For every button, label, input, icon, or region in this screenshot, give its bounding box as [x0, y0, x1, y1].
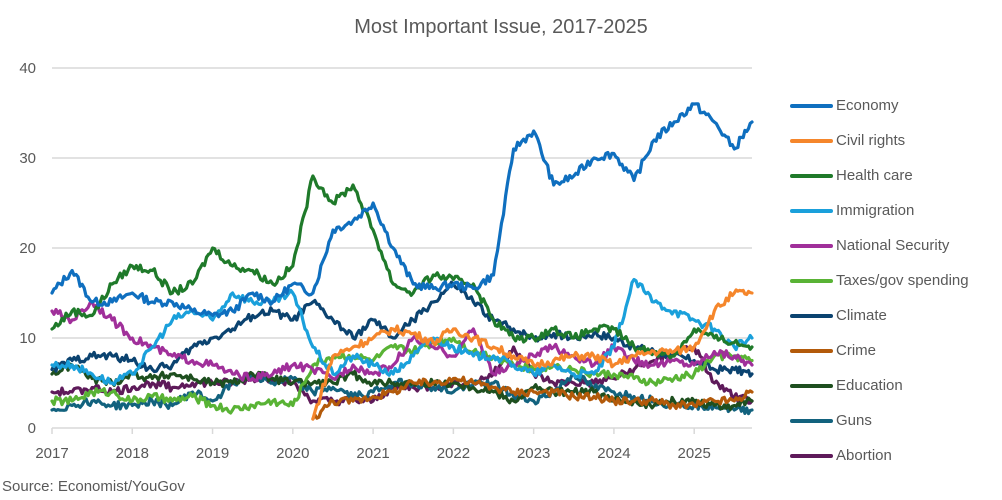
legend-item: National Security: [790, 228, 969, 263]
series-line-national-security: [50, 300, 754, 383]
legend-item: Economy: [790, 88, 969, 123]
y-tick-label: 20: [19, 240, 36, 257]
legend-swatch: [790, 418, 833, 423]
series-line-civil-rights: [311, 288, 754, 421]
legend-label: Crime: [836, 342, 876, 359]
legend-swatch: [790, 278, 833, 283]
series-line-education: [50, 362, 754, 412]
x-tick-label: 2024: [597, 445, 630, 462]
series-line-taxes-gov-spending: [50, 336, 754, 415]
legend-label: Economy: [836, 97, 899, 114]
legend-item: Civil rights: [790, 123, 969, 158]
series-line-immigration: [50, 277, 754, 386]
legend-swatch: [790, 208, 833, 213]
legend-swatch: [790, 243, 833, 248]
y-axis-ticks: 0 10 20 30 40: [19, 60, 36, 437]
source-note: Source: Economist/YouGov: [2, 478, 185, 495]
legend-label: Immigration: [836, 202, 915, 219]
x-axis-ticks: 2017 2018 2019 2020 2021 2022 2023 2024 2025: [35, 428, 711, 462]
legend-swatch: [790, 138, 833, 143]
legend-item: Immigration: [790, 193, 969, 228]
legend-label: Taxes/gov spending: [836, 272, 969, 289]
x-tick-label: 2023: [517, 445, 550, 462]
y-tick-label: 10: [19, 330, 36, 347]
x-tick-label: 2021: [356, 445, 389, 462]
legend-item: Crime: [790, 333, 969, 368]
y-tick-label: 0: [28, 420, 36, 437]
legend-label: Civil rights: [836, 132, 906, 149]
legend-label: National Security: [836, 237, 950, 254]
chart-title: Most Important Issue, 2017-2025: [354, 16, 648, 38]
y-tick-label: 40: [19, 60, 36, 77]
legend-label: Health care: [836, 167, 913, 184]
series-lines: [50, 102, 754, 421]
series-line-health-care: [50, 174, 754, 360]
series-line-climate: [50, 280, 754, 378]
legend-item: Health care: [790, 158, 969, 193]
x-tick-label: 2017: [35, 445, 68, 462]
legend-swatch: [790, 313, 833, 318]
legend-label: Climate: [836, 307, 887, 324]
legend-swatch: [790, 453, 833, 458]
gridlines: [52, 67, 752, 429]
legend: Economy Civil rights Health care Immigratio…: [790, 88, 969, 473]
legend-swatch: [790, 103, 833, 108]
legend-item: Abortion: [790, 438, 969, 473]
series-line-crime: [311, 375, 754, 421]
legend-swatch: [790, 173, 833, 178]
legend-item: Education: [790, 368, 969, 403]
legend-label: Education: [836, 377, 903, 394]
x-tick-label: 2025: [678, 445, 711, 462]
x-tick-label: 2022: [437, 445, 470, 462]
legend-item: Climate: [790, 298, 969, 333]
series-line-economy: [50, 102, 754, 319]
legend-item: Taxes/gov spending: [790, 263, 969, 298]
legend-label: Abortion: [836, 447, 892, 464]
legend-swatch: [790, 348, 833, 353]
y-tick-label: 30: [19, 150, 36, 167]
legend-item: Guns: [790, 403, 969, 438]
x-tick-label: 2018: [116, 445, 149, 462]
x-tick-label: 2020: [276, 445, 309, 462]
legend-swatch: [790, 383, 833, 388]
x-tick-label: 2019: [196, 445, 229, 462]
legend-label: Guns: [836, 412, 872, 429]
